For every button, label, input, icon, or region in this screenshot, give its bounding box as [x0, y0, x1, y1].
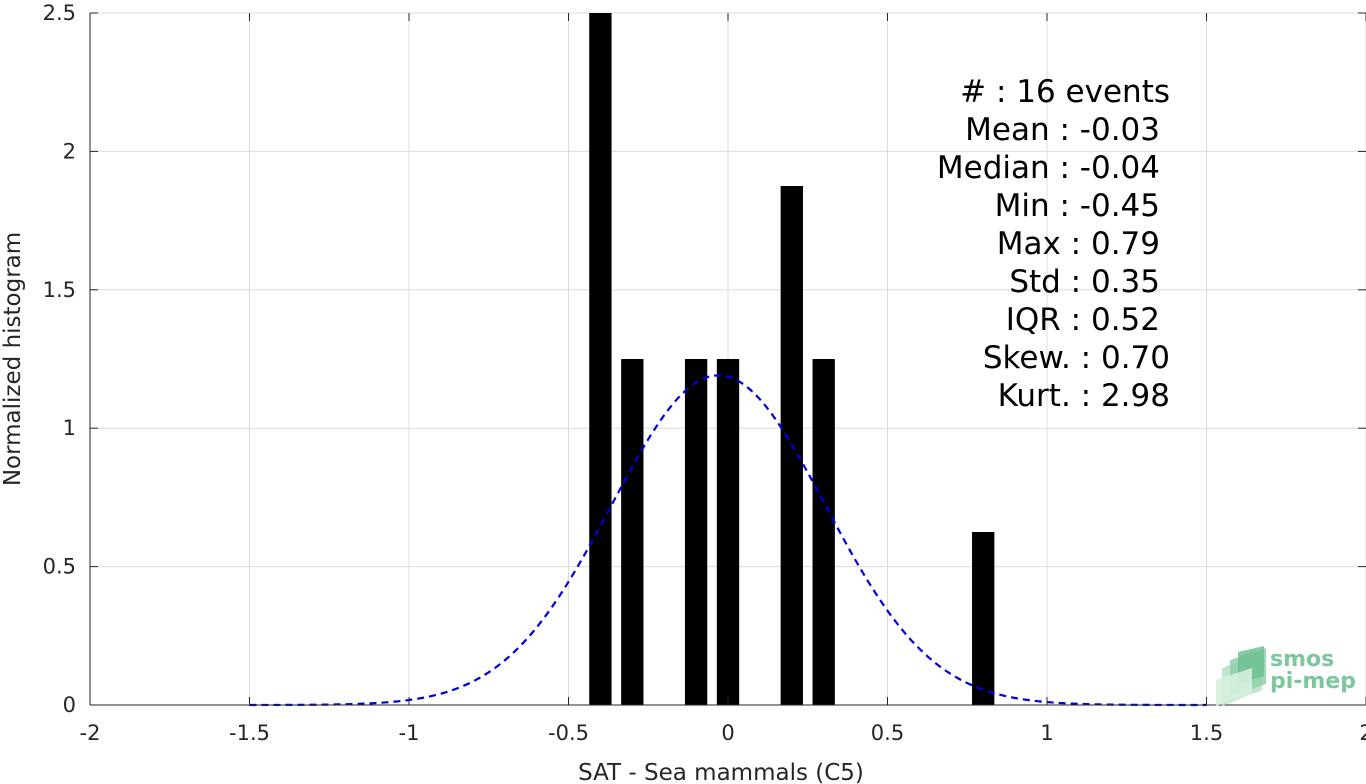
x-tick-label: 0.5 [871, 721, 904, 745]
y-tick-labels: 0 0.5 1 1.5 2 2.5 [43, 1, 76, 717]
logo-text-pi-mep: pi-mep [1270, 669, 1356, 694]
stat-line: Min : -0.45 [995, 188, 1160, 224]
y-tick-label: 2.5 [43, 1, 76, 25]
x-tick-label: 1 [1040, 721, 1053, 745]
histogram-bar [684, 359, 708, 705]
x-tick-labels: -2 -1.5 -1 -0.5 0 0.5 1 1.5 2 [80, 721, 1366, 745]
y-axis-label: Normalized histogram [0, 232, 26, 486]
histogram-bar [589, 13, 612, 705]
x-tick-label: 1.5 [1190, 721, 1223, 745]
y-tick-label: 1 [63, 416, 76, 440]
histogram-bar [812, 359, 835, 705]
y-tick-label: 0.5 [43, 555, 76, 579]
stat-line: Mean : -0.03 [965, 112, 1160, 148]
stat-line: # : 16 events [960, 74, 1170, 110]
x-axis-label: SAT - Sea mammals (C5) [578, 760, 864, 784]
stat-line: Median : -0.04 [937, 150, 1160, 186]
y-tick-label: 0 [63, 693, 76, 717]
stat-line: Skew. : 0.70 [983, 340, 1170, 376]
y-tick-label: 1.5 [43, 278, 76, 302]
logo-icon [1216, 646, 1266, 706]
histogram-bars [589, 13, 995, 705]
histogram-bar [716, 359, 740, 705]
stat-line: Kurt. : 2.98 [998, 378, 1170, 414]
stat-line: IQR : 0.52 [1006, 302, 1160, 338]
histogram-bar [621, 359, 644, 705]
x-tick-label: -0.5 [548, 721, 589, 745]
x-tick-label: -1.5 [229, 721, 270, 745]
stat-line: Max : 0.79 [997, 226, 1160, 262]
smos-pi-mep-logo: smos pi-mep [1216, 646, 1356, 706]
stat-line: Std : 0.35 [1009, 264, 1160, 300]
x-tick-label: 2 [1359, 721, 1366, 745]
logo-text-smos: smos [1270, 647, 1334, 672]
x-tick-label: 0 [721, 721, 734, 745]
y-tick-label: 2 [63, 139, 76, 163]
plot-axes [89, 12, 1366, 706]
histogram-bar [972, 532, 995, 705]
x-tick-label: -2 [80, 721, 101, 745]
x-tick-label: -1 [399, 721, 420, 745]
